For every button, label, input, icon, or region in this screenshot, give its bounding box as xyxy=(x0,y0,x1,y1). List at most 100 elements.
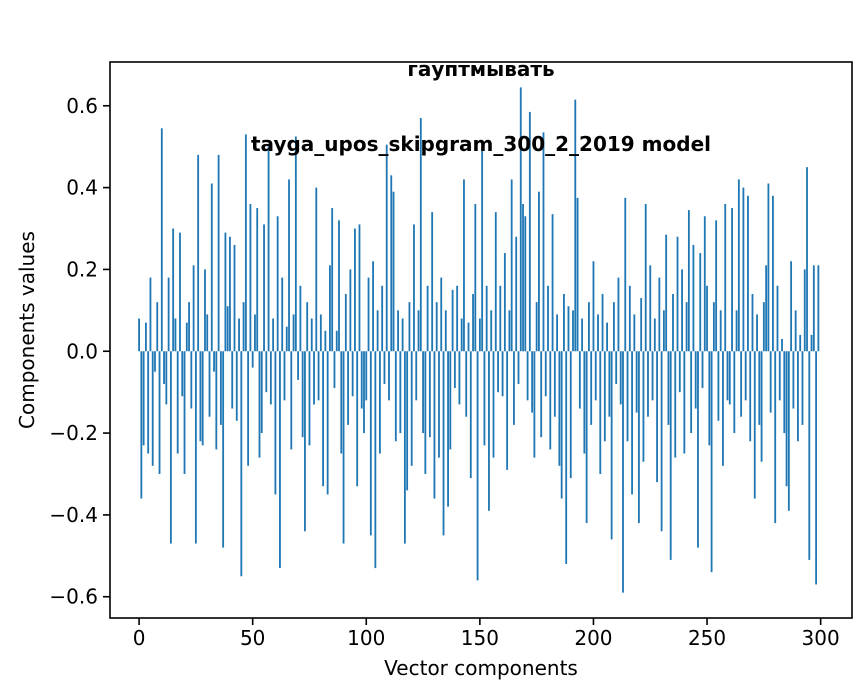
bar xyxy=(326,351,329,495)
bar xyxy=(633,314,636,352)
bar xyxy=(610,351,613,540)
bar xyxy=(440,277,443,352)
bar xyxy=(179,232,181,352)
bar xyxy=(408,302,411,352)
bar xyxy=(344,293,347,352)
bar xyxy=(272,318,275,352)
bar xyxy=(463,179,465,352)
bar xyxy=(249,203,252,352)
bar xyxy=(574,99,577,352)
bar xyxy=(692,244,695,352)
bar xyxy=(217,154,220,352)
bar xyxy=(624,197,627,352)
bar xyxy=(653,318,656,352)
bar xyxy=(776,285,779,352)
y-tick-label: −0.4 xyxy=(49,503,98,527)
bar xyxy=(374,351,377,569)
bar xyxy=(144,322,147,352)
bar xyxy=(535,302,538,352)
bar xyxy=(147,351,150,454)
bar xyxy=(515,236,518,352)
bar xyxy=(549,351,552,450)
x-tick-label: 100 xyxy=(347,626,385,650)
bar xyxy=(697,351,699,548)
bar xyxy=(810,334,813,352)
bar xyxy=(438,351,440,458)
bar xyxy=(513,351,515,425)
bar xyxy=(547,285,549,352)
bar xyxy=(812,265,815,352)
bar xyxy=(165,351,168,405)
bar xyxy=(192,265,195,352)
x-tick-label: 200 xyxy=(574,626,612,650)
bar xyxy=(492,351,495,458)
bar xyxy=(488,351,490,511)
bar xyxy=(322,351,325,487)
bar xyxy=(581,318,584,352)
bar xyxy=(715,220,718,352)
bar xyxy=(749,351,752,442)
bar xyxy=(651,351,654,401)
bar xyxy=(340,351,343,454)
bar xyxy=(406,351,409,491)
bar xyxy=(799,334,802,352)
bar xyxy=(751,293,754,352)
bar xyxy=(597,314,599,352)
bar xyxy=(637,351,640,524)
bar xyxy=(533,351,536,458)
bar xyxy=(199,351,202,442)
bar xyxy=(522,203,524,352)
bar xyxy=(783,351,786,434)
bar xyxy=(760,351,763,462)
bar xyxy=(619,351,622,405)
bar xyxy=(658,277,661,352)
bar xyxy=(310,318,313,352)
bar xyxy=(363,351,365,434)
bar xyxy=(317,351,320,401)
bar xyxy=(806,167,808,352)
bar xyxy=(790,261,793,352)
bar xyxy=(453,351,456,389)
bar xyxy=(329,265,331,352)
bar xyxy=(390,175,393,352)
bar xyxy=(360,351,363,409)
bar xyxy=(499,285,502,352)
bar xyxy=(151,351,154,466)
bar xyxy=(226,306,229,352)
bar xyxy=(219,351,222,425)
bar xyxy=(410,351,413,466)
bar xyxy=(397,310,399,352)
bar xyxy=(333,351,336,389)
bar xyxy=(256,208,259,352)
bar xyxy=(319,314,322,352)
bar xyxy=(617,277,620,352)
bar xyxy=(183,351,186,474)
bar xyxy=(613,302,615,352)
bar xyxy=(517,351,520,384)
bar xyxy=(224,232,227,352)
bar xyxy=(251,351,254,368)
bar xyxy=(238,318,240,352)
bar xyxy=(140,351,143,499)
bar xyxy=(772,195,774,352)
bar xyxy=(197,154,200,352)
bar xyxy=(306,302,309,352)
bar xyxy=(717,351,720,421)
bar xyxy=(635,351,638,413)
bar xyxy=(208,351,211,417)
bar xyxy=(726,351,729,401)
bar xyxy=(742,187,745,352)
bar xyxy=(678,351,681,393)
bar xyxy=(283,351,286,401)
bar xyxy=(401,318,404,352)
bar xyxy=(356,351,359,487)
bar xyxy=(297,351,300,380)
bar xyxy=(467,322,470,352)
bar xyxy=(338,220,340,352)
bar xyxy=(426,285,429,352)
bar xyxy=(740,351,743,417)
bar xyxy=(276,216,279,352)
bar xyxy=(160,128,163,352)
y-tick-label: 0.4 xyxy=(66,176,98,200)
bar xyxy=(435,302,438,352)
